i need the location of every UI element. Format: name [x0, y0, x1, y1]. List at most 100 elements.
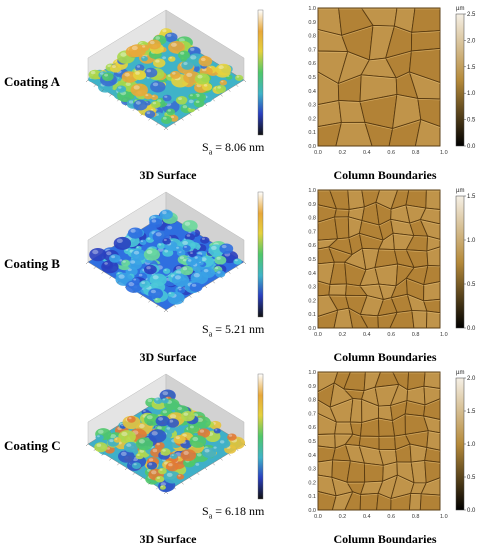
colorbar-tick: 0.5 — [467, 118, 476, 124]
afm-y-tick: 0.0 — [308, 144, 316, 150]
colorbar-unit: µm — [456, 6, 464, 12]
afm-y-tick: 0.5 — [308, 257, 316, 263]
afm-y-tick: 0.2 — [308, 298, 316, 304]
afm-y-tick: 0.9 — [308, 202, 316, 208]
afm-y-tick: 0.0 — [308, 508, 316, 514]
afm-y-tick: 1.0 — [308, 6, 316, 12]
afm-x-tick: 0.2 — [339, 150, 347, 156]
colorbar-tick: 0.0 — [467, 508, 476, 514]
afm-y-tick: 0.7 — [308, 229, 316, 235]
colorbar-tick: 1.5 — [467, 194, 476, 200]
afm-x-tick: 0.8 — [412, 150, 420, 156]
afm-y-tick: 0.8 — [308, 34, 316, 40]
afm-y-tick: 0.0 — [308, 326, 316, 332]
afm-y-tick: 0.1 — [308, 494, 316, 500]
colorbar-tick: 0.0 — [467, 326, 476, 332]
afm-x-tick: 0.8 — [412, 332, 420, 338]
colorbar-unit: µm — [456, 188, 464, 194]
afm-x-tick: 1.0 µm — [440, 150, 448, 156]
coating-label: Coating B — [4, 256, 60, 271]
3d-surface-caption: 3D Surface — [139, 532, 197, 546]
3d-surface-plot — [85, 9, 264, 136]
sa-subscript: a — [208, 511, 213, 521]
3d-surface-plot — [85, 191, 264, 318]
afm-y-tick: 1.0 — [308, 370, 316, 376]
coating-label: Coating A — [4, 74, 60, 89]
colorbar-tick: 2.0 — [467, 38, 476, 44]
colorbar-tick: 0.5 — [467, 475, 476, 481]
afm-x-tick: 1.0 µm — [440, 332, 448, 338]
3d-surface-plot — [85, 373, 264, 500]
afm-image: 1.0 0.9 0.8 0.7 0.6 0.5 0.4 0.3 0.2 0.1 0.00.0 0.2 0… — [308, 370, 448, 520]
sa-number: = 5.21 nm — [212, 322, 265, 336]
colorbar-tick: 2.0 — [467, 376, 476, 382]
afm-x-tick: 0.2 — [339, 514, 347, 520]
3d-surface-caption: 3D Surface — [139, 350, 197, 364]
colorbar-tick: 1.5 — [467, 65, 476, 71]
afm-y-tick: 0.4 — [308, 453, 316, 459]
3d-surface-caption: 3D Surface — [139, 168, 197, 182]
afm-y-tick: 0.6 — [308, 243, 316, 249]
afm-y-tick: 0.1 — [308, 312, 316, 318]
afm-x-tick: 1.0 µm — [440, 514, 448, 520]
colorbar-tick: 1.0 — [467, 442, 476, 448]
sa-subscript: a — [208, 147, 213, 157]
colorbar-tick: 0.0 — [467, 144, 476, 150]
afm-x-tick: 0.2 — [339, 332, 347, 338]
sa-number: = 8.06 nm — [212, 140, 265, 154]
afm-y-tick: 0.8 — [308, 216, 316, 222]
afm-x-tick: 0.4 — [363, 514, 371, 520]
afm-y-tick: 0.6 — [308, 425, 316, 431]
afm-y-tick: 0.2 — [308, 116, 316, 122]
sa-subscript: a — [208, 329, 213, 339]
afm-colorbar: µm1.5 1.0 0.5 0.0 — [455, 188, 476, 332]
afm-y-tick: 0.7 — [308, 411, 316, 417]
panel-row-b: Coating B Sa = 5.21 nm 3D Surface 1.0 0.9… — [0, 184, 484, 367]
afm-colorbar: µm2.5 2.0 1.5 1.0 0.5 0.0 — [455, 6, 476, 150]
sa-number: = 6.18 nm — [212, 504, 265, 518]
afm-x-tick: 0.8 — [412, 514, 420, 520]
afm-x-tick: 0.4 — [363, 150, 371, 156]
panel-row-a: Coating A Sa = 8.06 nm 3D Surface 1.0 0.9… — [0, 2, 484, 185]
afm-x-tick: 0.6 — [387, 150, 395, 156]
afm-colorbar: µm2.0 1.5 1.0 0.5 0.0 — [455, 370, 476, 514]
afm-x-tick: 0.0 — [314, 150, 322, 156]
afm-y-tick: 0.6 — [308, 61, 316, 67]
colorbar-tick: 1.0 — [467, 238, 476, 244]
sa-symbol: S — [202, 140, 209, 154]
colorbar-tick: 1.0 — [467, 91, 476, 97]
afm-y-tick: 0.5 — [308, 75, 316, 81]
panel-row-c: Coating C Sa = 6.18 nm 3D Surface 1.0 0.9… — [0, 366, 484, 549]
afm-x-tick: 0.6 — [387, 332, 395, 338]
afm-y-tick: 0.3 — [308, 285, 316, 291]
colorbar-tick: 0.5 — [467, 282, 476, 288]
afm-y-tick: 0.4 — [308, 271, 316, 277]
sa-roughness-value: Sa = 8.06 nm — [202, 140, 264, 156]
sa-symbol: S — [202, 504, 209, 518]
afm-y-tick: 0.3 — [308, 467, 316, 473]
afm-x-tick: 0.4 — [363, 332, 371, 338]
afm-y-tick: 0.9 — [308, 20, 316, 26]
afm-x-tick: 0.6 — [387, 514, 395, 520]
afm-y-tick: 0.7 — [308, 47, 316, 53]
afm-y-tick: 0.3 — [308, 103, 316, 109]
colorbar-tick: 2.5 — [467, 12, 476, 18]
column-boundaries-caption: Column Boundaries — [333, 350, 437, 364]
afm-image: 1.0 0.9 0.8 0.7 0.6 0.5 0.4 0.3 0.2 0.1 0.00.0 0.2 0… — [308, 6, 448, 156]
colorbar-tick: 1.5 — [467, 409, 476, 415]
afm-y-tick: 0.5 — [308, 439, 316, 445]
afm-y-tick: 0.2 — [308, 480, 316, 486]
sa-roughness-value: Sa = 6.18 nm — [202, 504, 264, 520]
sa-roughness-value: Sa = 5.21 nm — [202, 322, 264, 338]
column-boundaries-caption: Column Boundaries — [333, 532, 437, 546]
colorbar-unit: µm — [456, 370, 464, 376]
sa-symbol: S — [202, 322, 209, 336]
coating-label: Coating C — [4, 438, 61, 453]
afm-y-tick: 0.8 — [308, 398, 316, 404]
afm-y-tick: 0.1 — [308, 130, 316, 136]
afm-y-tick: 1.0 — [308, 188, 316, 194]
afm-x-tick: 0.0 — [314, 514, 322, 520]
afm-x-tick: 0.0 — [314, 332, 322, 338]
afm-y-tick: 0.4 — [308, 89, 316, 95]
column-boundaries-caption: Column Boundaries — [333, 168, 437, 182]
